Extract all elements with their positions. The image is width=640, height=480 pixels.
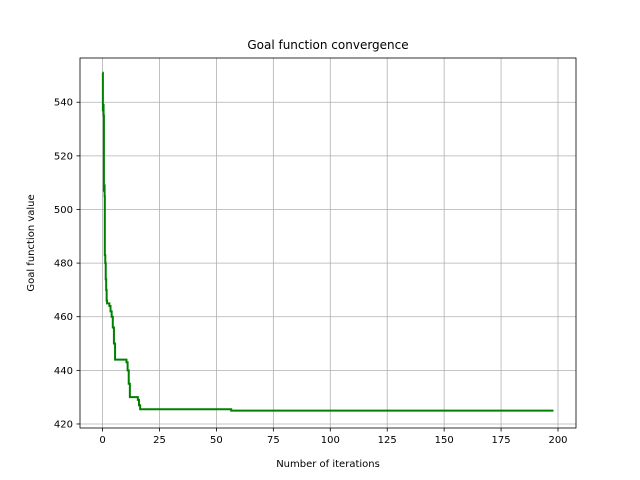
- x-tick-label: 175: [492, 435, 511, 446]
- y-tick-label: 500: [54, 205, 73, 216]
- chart-title: Goal function convergence: [247, 38, 408, 52]
- x-tick-label: 100: [321, 435, 340, 446]
- x-tick-label: 75: [267, 435, 280, 446]
- plot-area: [80, 58, 576, 428]
- y-tick-label: 520: [54, 151, 73, 162]
- y-tick-label: 540: [54, 98, 73, 109]
- series-line-0: [101, 71, 554, 412]
- x-tick-label: 0: [99, 435, 105, 446]
- y-axis-ticks: 420 440 460 480 500 520 540: [54, 98, 80, 430]
- y-tick-label: 440: [54, 366, 73, 377]
- y-tick-label: 480: [54, 259, 73, 270]
- y-axis-title: Goal function value: [26, 194, 37, 291]
- series-layer: [101, 71, 554, 412]
- x-axis-ticks: 0 25 50 75 100 125 150 175 200: [99, 428, 568, 446]
- x-tick-label: 150: [435, 435, 454, 446]
- x-tick-label: 25: [153, 435, 166, 446]
- x-axis-title: Number of iterations: [276, 459, 380, 470]
- y-tick-label: 460: [54, 312, 73, 323]
- plot-frame: [79, 57, 577, 429]
- x-tick-label: 50: [210, 435, 223, 446]
- y-tick-label: 420: [54, 419, 73, 430]
- x-tick-label: 125: [378, 435, 397, 446]
- gridlines: [80, 58, 576, 428]
- x-tick-label: 200: [548, 435, 567, 446]
